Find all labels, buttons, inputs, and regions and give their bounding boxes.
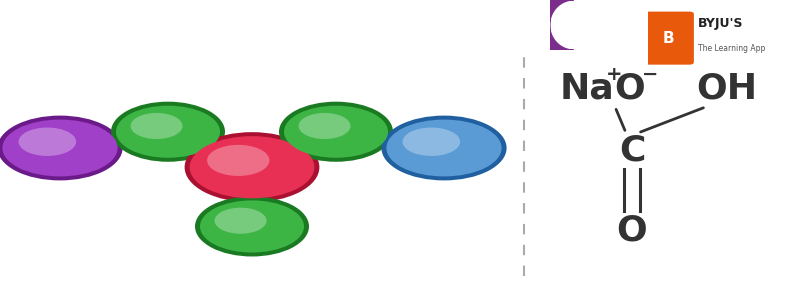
Ellipse shape xyxy=(2,120,118,176)
Ellipse shape xyxy=(402,128,460,156)
Polygon shape xyxy=(550,0,574,50)
Text: Na: Na xyxy=(560,72,614,106)
Ellipse shape xyxy=(116,106,220,158)
Ellipse shape xyxy=(298,113,350,139)
Ellipse shape xyxy=(382,115,506,181)
Text: The Learning App: The Learning App xyxy=(698,44,766,53)
Ellipse shape xyxy=(0,115,122,181)
Text: −: − xyxy=(642,65,658,84)
Ellipse shape xyxy=(130,113,182,139)
Text: +: + xyxy=(606,65,622,84)
Ellipse shape xyxy=(207,145,270,176)
Ellipse shape xyxy=(18,128,76,156)
Text: OH: OH xyxy=(696,72,757,106)
Ellipse shape xyxy=(386,120,502,176)
FancyBboxPatch shape xyxy=(643,12,694,65)
Ellipse shape xyxy=(279,102,393,162)
Ellipse shape xyxy=(214,208,266,234)
Ellipse shape xyxy=(185,132,319,202)
Text: C: C xyxy=(619,134,645,168)
Text: SODIUM BICARBONATE STRUCTURE: SODIUM BICARBONATE STRUCTURE xyxy=(14,13,483,37)
Ellipse shape xyxy=(284,106,388,158)
Ellipse shape xyxy=(190,136,314,198)
Text: B: B xyxy=(663,30,674,46)
Ellipse shape xyxy=(111,102,225,162)
Text: O: O xyxy=(614,72,645,106)
Text: BYJU'S: BYJU'S xyxy=(698,17,744,30)
Ellipse shape xyxy=(200,200,304,252)
Ellipse shape xyxy=(195,196,309,257)
Text: O: O xyxy=(617,214,647,248)
